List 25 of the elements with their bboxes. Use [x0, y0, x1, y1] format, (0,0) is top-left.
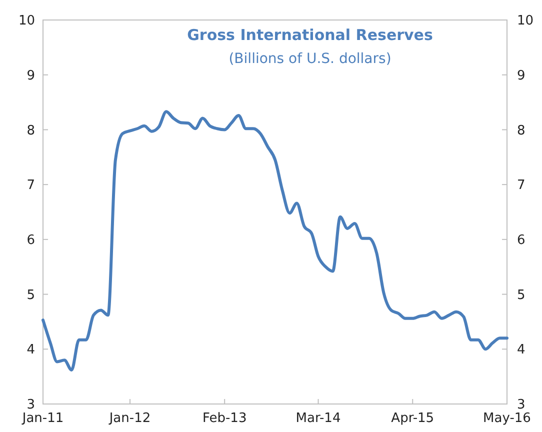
y-tick-label: 7	[26, 178, 35, 194]
x-tick-label: Jan-11	[21, 411, 64, 426]
y-tick-label: 6	[26, 232, 35, 248]
x-tick-label: Feb-13	[202, 411, 247, 426]
y2-tick-label: 10	[517, 14, 534, 29]
line-series	[42, 110, 508, 372]
y2-tick-label: 4	[517, 342, 526, 358]
text: (Billions of U.S. dollars)	[228, 51, 392, 67]
text: Gross International Reserves	[187, 26, 433, 44]
y2-tick-label: 3	[517, 398, 526, 413]
y-tick-label: 10	[18, 14, 35, 29]
y2-tick-label: 8	[517, 123, 526, 138]
y-tick-label: 9	[26, 68, 35, 84]
y2-tick-label: 6	[517, 232, 526, 248]
y2-tick-label: 9	[517, 68, 526, 84]
y-tick-label: 3	[26, 398, 35, 413]
y-tick-label: 4	[26, 342, 35, 358]
y-tick-label: 5	[26, 288, 35, 303]
y-tick-label: 8	[26, 123, 35, 138]
x-tick-label: May-16	[483, 411, 531, 426]
y2-tick-label: 7	[517, 178, 526, 194]
x-tick-label: Mar-14	[296, 411, 341, 426]
x-tick-label: Jan-12	[108, 411, 151, 426]
x-tick-label: Apr-15	[391, 411, 434, 426]
y2-tick-label: 5	[517, 288, 526, 303]
